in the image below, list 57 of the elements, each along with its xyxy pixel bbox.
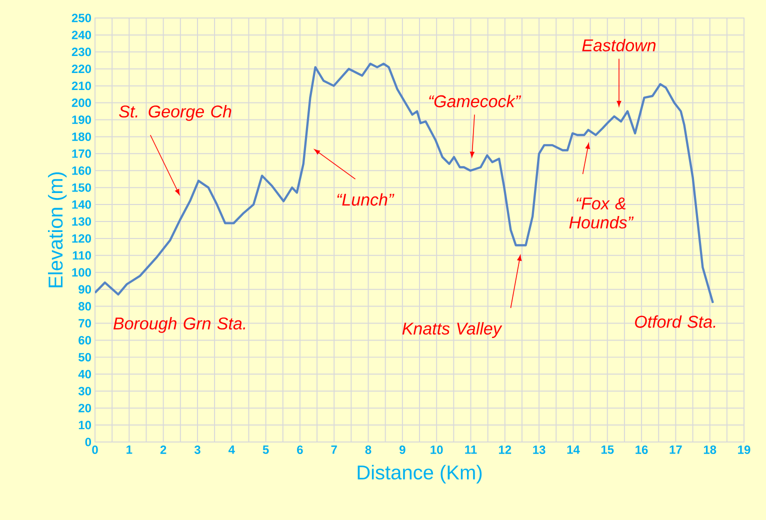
y-tick-label: 60 [78,336,91,344]
y-tick-label: 80 [78,302,91,311]
y-tick-label: 240 [72,30,91,40]
y-tick-label: 10 [78,420,91,430]
y-tick-label: 40 [78,370,91,378]
y-tick-label: 20 [78,404,91,412]
annotation: Borough Grn Sta. [113,317,246,333]
x-tick-label: 19 [738,446,750,454]
y-tick-label: 230 [72,48,91,56]
x-tick-label: 0 [92,446,98,454]
y-tick-label: 0 [85,438,92,446]
annotation: “Lunch” [337,193,394,206]
y-tick-label: 70 [78,319,91,328]
x-tick-label: 12 [498,446,512,454]
annotation: Knatts Valley [402,322,502,338]
y-axis-title: Elevation (m) [48,172,67,288]
x-tick-label: 1 [126,446,132,454]
y-tick-label: 250 [72,14,91,22]
x-tick-label: 6 [297,446,303,454]
y-tick-label: 110 [72,251,91,260]
annotation: “Fox & Hounds” [569,198,634,228]
annotation: Otford Sta. [635,315,716,328]
y-tick-label: 190 [72,116,91,124]
y-tick-label: 90 [78,285,91,294]
y-tick-label: 140 [72,200,91,209]
y-tick-label: 100 [72,268,91,277]
y-tick-label: 50 [78,352,91,362]
y-tick-label: 180 [72,132,91,141]
x-tick-label: 11 [465,446,477,454]
y-tick-label: 120 [72,234,91,243]
x-tick-label: 8 [365,446,372,454]
y-tick-label: 160 [72,166,91,175]
x-tick-label: 18 [704,446,716,454]
line-series [95,62,714,304]
y-tick-label: 210 [72,82,91,90]
y-tick-label: 30 [78,386,91,396]
y-tick-label: 220 [72,64,91,74]
y-tick-label: 150 [72,183,91,192]
annotation: Eastdown [582,38,656,52]
x-tick-label: 4 [228,446,235,454]
x-tick-label: 17 [670,446,682,454]
y-tick-label: 200 [72,98,91,108]
x-axis-title: Distance (Km) [358,464,482,484]
x-tick-label: 16 [636,446,648,454]
annotation: “Gamecock” [429,94,522,108]
annotation: St. George Ch [119,105,232,121]
x-tick-label: 5 [262,446,269,454]
x-tick-label: 14 [567,446,580,454]
x-tick-label: 15 [601,446,614,454]
x-tick-label: 7 [331,446,337,454]
x-tick-label: 2 [160,446,166,454]
y-tick-label: 130 [72,217,91,226]
x-tick-label: 9 [400,446,406,454]
x-tick-label: 3 [194,446,200,454]
x-tick-label: 10 [430,446,443,454]
x-tick-label: 13 [533,446,546,454]
y-tick-label: 170 [72,149,91,158]
